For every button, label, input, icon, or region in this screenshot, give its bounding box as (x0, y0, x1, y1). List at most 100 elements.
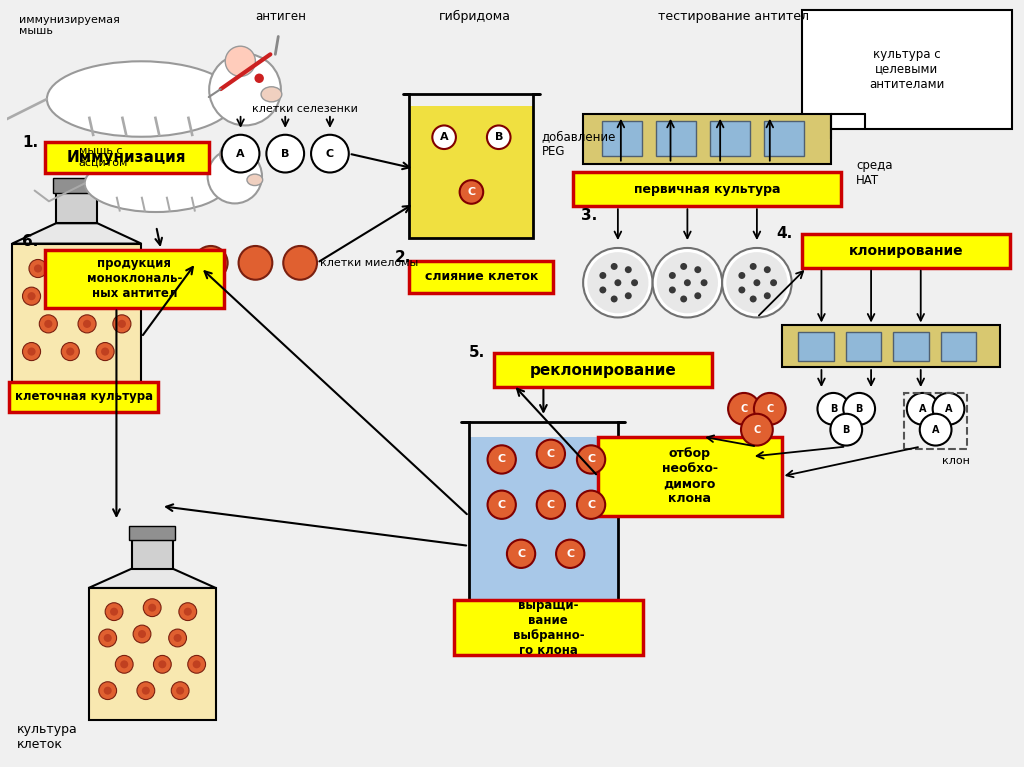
Circle shape (83, 320, 91, 328)
Circle shape (432, 126, 456, 149)
FancyBboxPatch shape (802, 10, 1012, 129)
Circle shape (23, 287, 41, 305)
FancyBboxPatch shape (12, 244, 141, 382)
Circle shape (209, 54, 281, 126)
FancyBboxPatch shape (602, 121, 642, 156)
FancyBboxPatch shape (45, 142, 209, 173)
Circle shape (183, 607, 191, 616)
Circle shape (741, 413, 773, 446)
Circle shape (933, 393, 965, 425)
Circle shape (599, 272, 606, 279)
Text: A: A (919, 403, 927, 414)
Circle shape (221, 135, 259, 173)
Circle shape (583, 248, 652, 318)
Circle shape (98, 292, 106, 300)
Circle shape (722, 248, 792, 318)
Text: культура с
целевыми
антителами: культура с целевыми антителами (869, 48, 944, 91)
Circle shape (556, 540, 585, 568)
Circle shape (537, 491, 565, 519)
Circle shape (599, 287, 606, 294)
Text: выращи-
вание
выбранно-
го клона: выращи- вание выбранно- го клона (513, 599, 584, 657)
Circle shape (171, 682, 189, 700)
Circle shape (142, 686, 150, 695)
Circle shape (487, 126, 511, 149)
Circle shape (113, 314, 131, 333)
Circle shape (103, 686, 112, 695)
Bar (132, 539, 172, 568)
Text: продукция
моноклональ-
ных антител: продукция моноклональ- ных антител (87, 257, 182, 300)
Circle shape (577, 491, 605, 519)
FancyBboxPatch shape (583, 114, 831, 163)
Ellipse shape (247, 174, 263, 186)
Circle shape (614, 279, 622, 286)
Text: мышь с
асцитом: мышь с асцитом (79, 146, 128, 167)
Text: C: C (517, 549, 525, 559)
Circle shape (23, 343, 41, 360)
Circle shape (680, 295, 687, 302)
Circle shape (193, 660, 201, 668)
Circle shape (577, 446, 605, 473)
Circle shape (96, 343, 114, 360)
Bar (53, 179, 100, 193)
Circle shape (487, 491, 516, 519)
Text: A: A (945, 403, 952, 414)
Text: культура
клеток: культура клеток (17, 723, 78, 751)
Text: Иммунизация: Иммунизация (68, 150, 186, 165)
Circle shape (29, 259, 47, 278)
FancyBboxPatch shape (494, 354, 713, 387)
Circle shape (174, 634, 181, 642)
Circle shape (148, 604, 157, 612)
Text: A: A (237, 149, 245, 159)
Text: первичная культура: первичная культура (634, 183, 780, 196)
Text: слияние клеток: слияние клеток (425, 270, 538, 283)
FancyBboxPatch shape (45, 250, 223, 308)
Text: реклонирование: реклонирование (529, 363, 677, 377)
Text: C: C (467, 187, 475, 197)
Circle shape (159, 660, 166, 668)
Circle shape (460, 180, 483, 204)
Circle shape (694, 292, 701, 299)
Text: C: C (587, 500, 595, 510)
Circle shape (103, 634, 112, 642)
Text: гибридома: гибридома (439, 10, 511, 23)
Text: 6.: 6. (23, 234, 39, 249)
Circle shape (738, 287, 745, 294)
Circle shape (311, 135, 349, 173)
FancyBboxPatch shape (941, 331, 977, 360)
Circle shape (34, 265, 42, 272)
Circle shape (754, 393, 785, 425)
Text: C: C (547, 449, 555, 459)
Ellipse shape (261, 87, 282, 102)
FancyBboxPatch shape (454, 601, 643, 655)
Text: C: C (566, 549, 574, 559)
Text: тестирование антител: тестирование антител (657, 10, 809, 23)
Circle shape (537, 439, 565, 468)
Circle shape (154, 656, 171, 673)
Ellipse shape (47, 61, 236, 137)
Bar (129, 526, 175, 539)
Circle shape (176, 686, 184, 695)
Circle shape (93, 287, 112, 305)
Text: клон: клон (941, 456, 970, 466)
FancyBboxPatch shape (764, 121, 805, 156)
Text: A: A (439, 132, 449, 142)
Circle shape (610, 263, 617, 270)
Circle shape (28, 292, 36, 300)
Text: 5.: 5. (469, 345, 485, 360)
Text: 3.: 3. (582, 208, 597, 223)
Circle shape (700, 279, 708, 286)
FancyBboxPatch shape (469, 437, 617, 611)
Circle shape (116, 656, 133, 673)
Circle shape (137, 682, 155, 700)
Circle shape (817, 393, 849, 425)
FancyBboxPatch shape (89, 588, 216, 719)
Circle shape (179, 603, 197, 621)
Circle shape (680, 263, 687, 270)
Text: B: B (855, 403, 863, 414)
Circle shape (266, 135, 304, 173)
Circle shape (109, 265, 117, 272)
Text: 1.: 1. (23, 135, 38, 150)
Circle shape (694, 266, 701, 273)
Circle shape (225, 46, 255, 77)
Circle shape (588, 252, 648, 313)
